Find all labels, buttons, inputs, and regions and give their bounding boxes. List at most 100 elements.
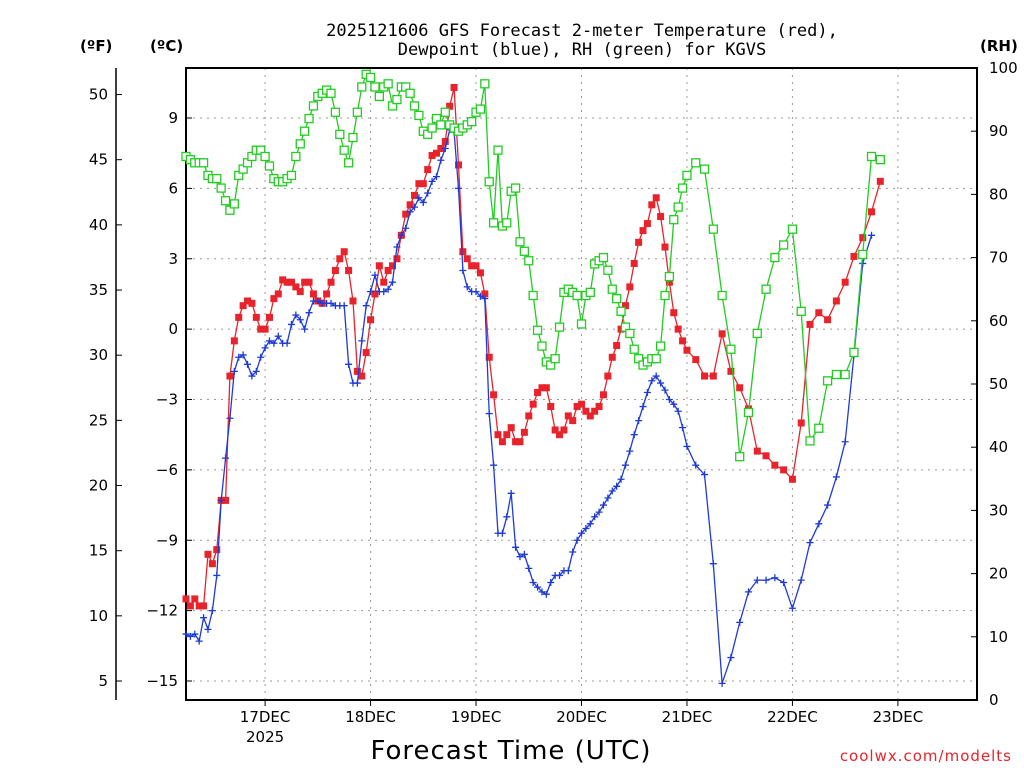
dewpoint-point [670,400,678,408]
dewpoint-point [305,309,313,317]
rh-point [831,369,842,380]
temperature-point [578,400,585,408]
rh-point [374,91,385,102]
c-tick-label: 6 [168,179,178,197]
temperature-point [257,325,265,333]
temperature-point [358,372,366,380]
temperature-point [287,278,295,286]
rh-tick-label: 60 [989,312,1008,330]
c-tick-label: 9 [168,109,178,127]
dewpoint-point [573,536,581,544]
dewpoint-point [195,637,203,645]
rh-point [708,224,718,234]
temperature-point [230,337,238,345]
rh-point [752,328,762,339]
rh-point [655,341,666,351]
dewpoint-point [362,302,370,310]
temperature-point [788,475,796,483]
dewpoint-point [340,302,348,310]
temperature-point [450,84,458,92]
dewpoint-point [454,184,462,192]
dewpoint-point [397,231,405,239]
rh-point [493,145,503,155]
dewpoint-point [270,339,278,347]
temperature-point [406,201,414,209]
temperature-point [323,290,331,298]
dewpoint-point [556,571,564,579]
temperature-point [529,400,537,408]
x-tick-label: 21DEC [662,708,713,726]
temperature-point [657,213,665,221]
temperature-point [503,431,511,439]
temperature-point [235,313,243,321]
c-tick-label: 0 [168,320,178,338]
dewpoint-point [424,189,432,197]
dewpoint-point [692,461,700,469]
temperature-point [191,595,199,603]
dewpoint-point [186,632,194,640]
dewpoint-point [507,489,515,497]
dewpoint-point [806,539,814,547]
rh-point [524,256,534,266]
dewpoint-point [208,607,216,615]
rh-point [840,369,850,380]
temperature-point [353,367,361,375]
dewpoint-point [639,403,647,411]
rh-point [726,344,736,354]
rh-point [405,88,415,98]
dewpoint-point [788,604,796,612]
rh-point [743,407,754,418]
dewpoint-point [463,283,471,291]
dewpoint-point [683,442,691,450]
rh-point [212,173,222,184]
temperature-point [780,466,788,474]
rh-point [343,158,354,168]
dewpoint-point [389,278,397,286]
dewpoint-point [432,173,440,181]
dewpoint-point [516,553,524,561]
temperature-point [261,325,269,333]
dewpoint-point [701,471,709,479]
rh-point [488,218,499,228]
temperature-point [331,266,339,274]
rh-point [778,240,789,250]
temperature-point [244,297,252,305]
rh-point [849,347,859,358]
dewpoint-point [252,367,260,375]
rh-point [770,252,780,263]
dewpoint-point [265,337,273,345]
rh-point [409,101,420,111]
temperature-point [362,349,370,357]
temperature-point [591,407,599,415]
temperature-point [652,194,660,202]
rh-point [669,215,679,225]
dewpoint-point [564,567,572,575]
temperature-point [679,337,687,345]
temperature-point [824,316,832,324]
rh-point [796,306,806,316]
dewpoint-point [476,292,484,300]
dewpoint-point [283,339,291,347]
temperature-point [446,102,454,110]
rh-point [414,110,424,121]
dewpoint-point [538,588,546,596]
grid-lines [186,68,977,700]
rh-point [260,151,270,162]
temperature-point [265,313,273,321]
dewpoint-point [679,424,687,432]
dewpoint-point [569,548,577,556]
temperature-point [384,266,392,274]
temperature-point [648,201,656,209]
rh-point [616,306,626,316]
temperature-point [283,278,291,286]
rh-point [295,139,305,149]
dewpoint-point [762,576,770,584]
dewpoint-point [248,372,256,380]
credit-text: coolwx.com/modelts [840,747,1012,765]
dewpoint-point [481,295,489,303]
temperature-point [542,384,550,392]
dewpoint-point [503,513,511,521]
dewpoint-point [582,525,590,533]
dewpoint-point [358,337,366,345]
f-tick-label: 40 [89,216,108,234]
